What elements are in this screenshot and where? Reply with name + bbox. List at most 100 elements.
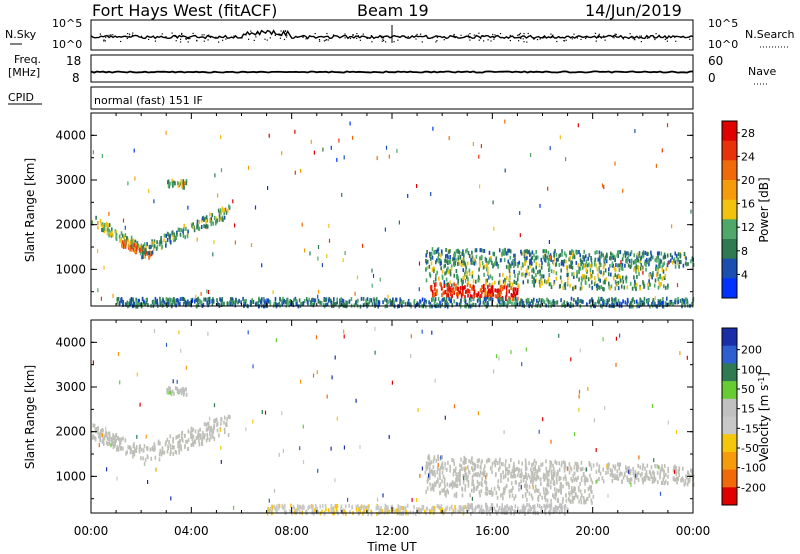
- data-cell: [172, 445, 174, 450]
- data-cell: [598, 285, 600, 290]
- data-cell: [556, 509, 558, 514]
- data-cell: [269, 506, 272, 511]
- data-cell: [539, 283, 542, 288]
- noise-cell: [268, 498, 270, 503]
- data-cell: [252, 300, 255, 304]
- data-cell: [657, 298, 660, 303]
- data-cell: [125, 239, 127, 244]
- data-cell: [659, 299, 662, 304]
- data-cell: [430, 487, 432, 492]
- data-cell: [560, 279, 563, 284]
- data-cell: [459, 509, 462, 514]
- data-cell: [664, 481, 666, 486]
- noise-cell: [653, 458, 655, 463]
- data-cell: [663, 464, 666, 468]
- noise-point: [660, 36, 662, 38]
- data-cell: [509, 494, 511, 499]
- data-cell: [163, 300, 166, 305]
- data-cell: [286, 298, 288, 303]
- data-cell: [501, 299, 504, 304]
- data-cell: [687, 478, 690, 482]
- data-cell: [218, 215, 221, 220]
- data-cell: [455, 477, 457, 482]
- data-cell: [522, 251, 525, 256]
- data-cell: [429, 462, 431, 467]
- data-cell: [513, 467, 515, 472]
- data-cell: [496, 288, 498, 293]
- noise-point: [522, 38, 524, 40]
- data-cell: [525, 473, 527, 478]
- data-cell: [620, 284, 623, 289]
- data-cell: [428, 454, 430, 459]
- data-cell: [634, 281, 636, 286]
- data-cell: [136, 304, 139, 309]
- data-cell: [547, 470, 550, 475]
- data-cell: [560, 505, 562, 510]
- data-cell: [533, 253, 535, 258]
- data-cell: [653, 283, 656, 288]
- data-cell: [433, 469, 436, 474]
- data-cell: [624, 250, 626, 255]
- data-cell: [175, 236, 178, 241]
- data-cell: [579, 489, 582, 494]
- data-cell: [654, 464, 656, 469]
- x-tick-label: 04:00: [174, 524, 209, 538]
- data-cell: [171, 302, 173, 307]
- data-cell: [617, 286, 620, 291]
- data-cell: [242, 296, 244, 301]
- data-cell: [138, 298, 140, 303]
- data-cell: [640, 256, 642, 261]
- data-cell: [495, 472, 497, 477]
- noise-point: [280, 35, 282, 37]
- data-cell: [626, 475, 628, 480]
- data-cell: [131, 450, 134, 455]
- noise-point: [264, 38, 266, 40]
- noise-point: [327, 39, 329, 41]
- data-cell: [685, 300, 688, 304]
- data-cell: [541, 281, 543, 286]
- data-cell: [124, 233, 127, 238]
- data-cell: [166, 449, 169, 454]
- data-cell: [590, 466, 593, 471]
- data-cell: [564, 462, 566, 467]
- data-cell: [491, 286, 494, 291]
- data-cell: [362, 303, 365, 308]
- data-cell: [120, 297, 123, 302]
- data-cell: [527, 473, 530, 478]
- colorbar-segment: [722, 140, 737, 161]
- data-cell: [370, 512, 373, 516]
- data-cell: [138, 447, 141, 452]
- data-cell: [209, 431, 211, 436]
- data-cell: [644, 261, 646, 266]
- data-cell: [140, 249, 143, 254]
- data-cell: [290, 302, 292, 307]
- data-cell: [307, 506, 309, 511]
- data-cell: [150, 251, 153, 256]
- data-cell: [399, 505, 401, 510]
- data-cell: [160, 236, 162, 240]
- data-cell: [299, 505, 302, 510]
- data-cell: [333, 302, 336, 307]
- data-cell: [330, 504, 333, 508]
- data-cell: [646, 252, 648, 257]
- data-cell: [576, 270, 578, 275]
- data-cell: [209, 428, 211, 433]
- data-cell: [499, 296, 501, 301]
- data-cell: [186, 234, 189, 239]
- noise-cell: [622, 188, 624, 193]
- data-cell: [112, 233, 114, 238]
- data-cell: [630, 477, 633, 482]
- data-cell: [460, 263, 463, 268]
- data-cell: [469, 294, 472, 299]
- noise-cell: [388, 154, 390, 159]
- data-cell: [614, 464, 617, 469]
- noise-point: [564, 40, 566, 42]
- data-cell: [690, 468, 692, 473]
- data-cell: [621, 275, 624, 280]
- data-cell: [115, 230, 118, 235]
- data-cell: [591, 480, 594, 485]
- data-cell: [123, 244, 126, 249]
- data-cell: [433, 456, 435, 461]
- data-cell: [429, 509, 431, 514]
- noise-cell: [336, 157, 338, 162]
